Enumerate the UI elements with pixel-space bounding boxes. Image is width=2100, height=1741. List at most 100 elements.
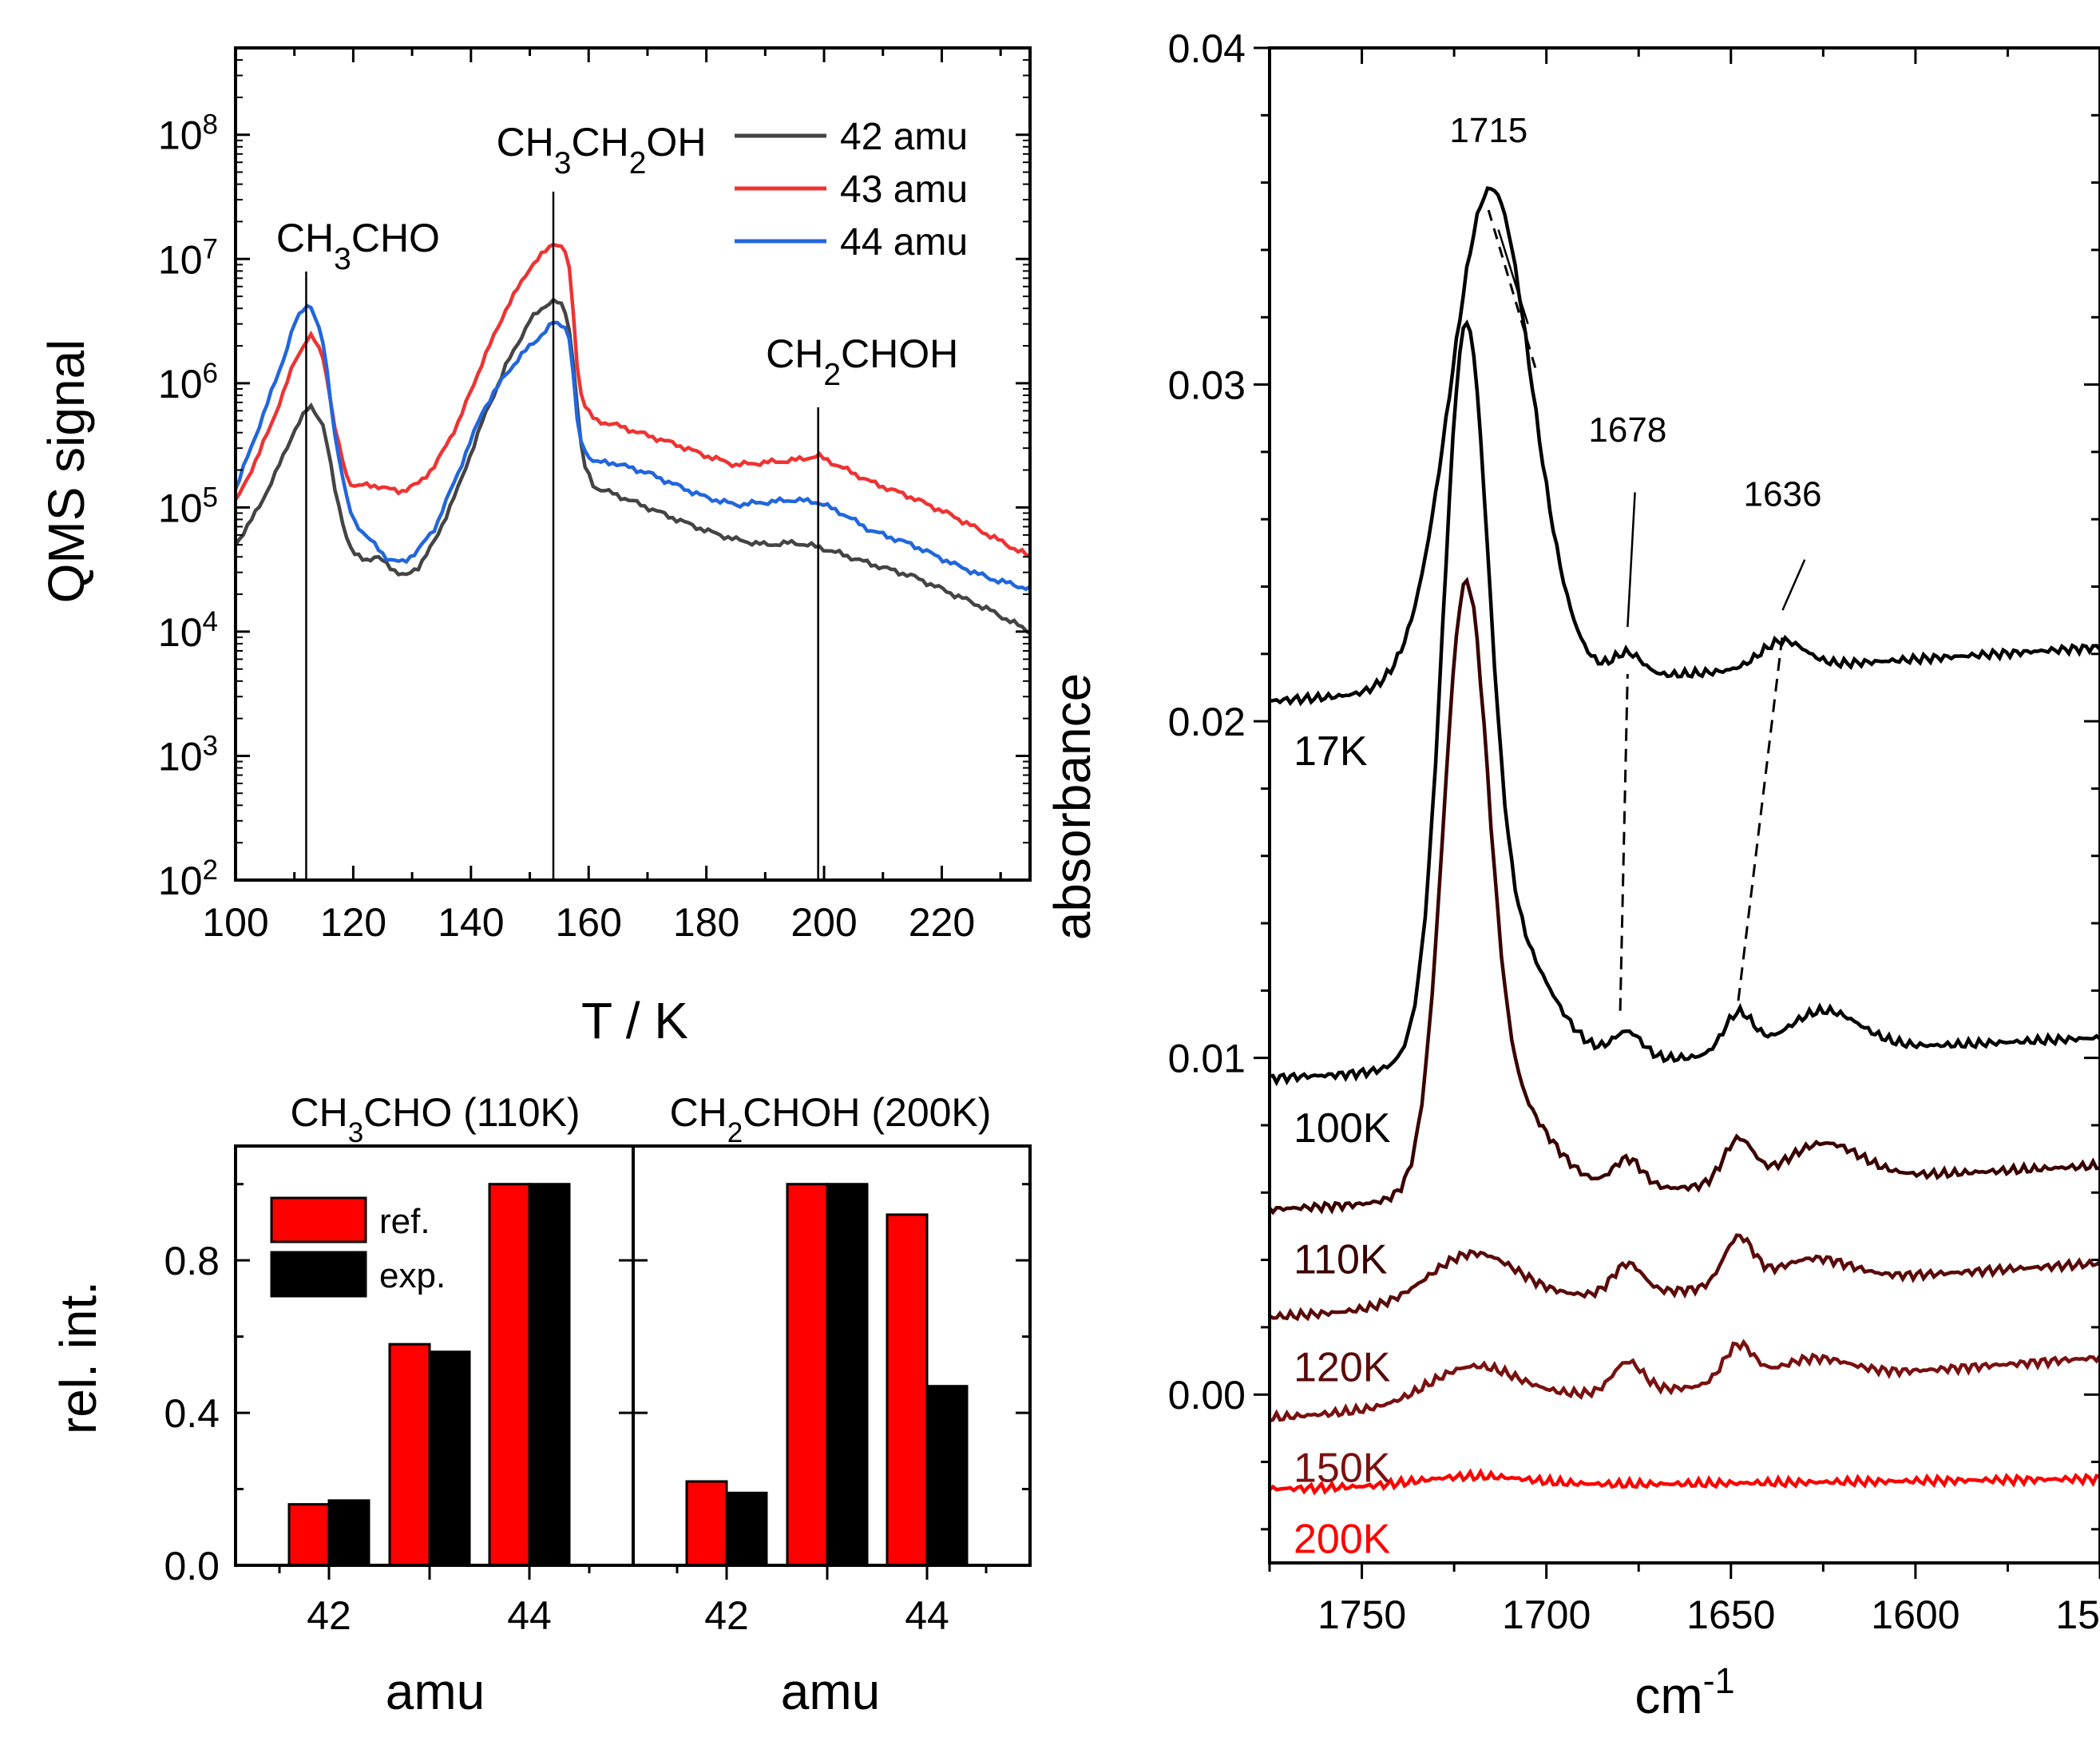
ir-peak-shift-guide xyxy=(1737,633,1784,1001)
bar-plot-frame-right xyxy=(632,1144,1032,1567)
ir-x-tick-label: 1700 xyxy=(1502,1592,1591,1637)
bar-panel: 42 44 42 44 0.0 0.4 0.8 CH3CHO (110K) CH2CHOH … xyxy=(50,1090,1032,1720)
tpd-plot-frame xyxy=(234,46,1032,882)
ir-line-150K xyxy=(1269,1338,2100,1423)
tpd-legend-label: 44 amu xyxy=(840,221,968,264)
bar-exp-43 xyxy=(428,1350,471,1567)
bar-axes: 42 44 42 44 0.0 0.4 0.8 xyxy=(164,1183,1030,1638)
ir-panel: 1715 1678 1636 1750 1700 1650 1600 1550 0.00 0.0… xyxy=(1044,26,2100,1724)
tpd-y-axis-label: QMS signal xyxy=(38,339,95,604)
bar-exp-42 xyxy=(725,1491,768,1567)
tpd-axes: 100 120 140 160 180 200 220 102 103 104 105 106 107 1… xyxy=(158,47,1030,945)
bar-x-tick-label: 44 xyxy=(905,1593,949,1638)
tpd-legend-label: 42 amu xyxy=(840,116,968,158)
bar-legend-label: ref. xyxy=(379,1202,430,1241)
bar-ref-44 xyxy=(488,1183,531,1567)
tpd-y-tick-label: 107 xyxy=(158,233,218,283)
tpd-y-tick-label: 104 xyxy=(158,605,218,655)
tpd-x-tick-label: 140 xyxy=(438,900,504,945)
bar-y-tick-label: 0.8 xyxy=(164,1239,220,1283)
bar-y-tick-label: 0.0 xyxy=(164,1544,220,1588)
bar-exp-44 xyxy=(528,1183,571,1567)
ir-x-tick-label: 1750 xyxy=(1317,1592,1406,1637)
ir-series-labels: 17K 100K 110K 120K 150K 200K xyxy=(1294,728,1391,1562)
tpd-y-tick-label: 102 xyxy=(158,855,218,904)
ir-line-200K xyxy=(1268,1467,2100,1496)
ir-y-tick-label: 0.00 xyxy=(1168,1373,1246,1418)
bar-y-tick-label: 0.4 xyxy=(164,1391,220,1436)
ir-series-label: 17K xyxy=(1294,728,1368,775)
tpd-y-tick-label: 105 xyxy=(158,482,218,531)
bar-exp-42 xyxy=(327,1499,370,1567)
ir-line-17K xyxy=(1269,186,2100,707)
bar-legend-swatch xyxy=(270,1251,367,1298)
ir-y-tick-label: 0.02 xyxy=(1168,700,1246,744)
ir-peak-leader xyxy=(1497,229,1529,325)
tpd-line-43-amu xyxy=(234,242,1031,558)
bar-ref-44 xyxy=(886,1213,929,1567)
ir-peak-shift-guide xyxy=(1486,205,1537,368)
bar-exp-43 xyxy=(826,1183,869,1567)
bar-y-axis-label: rel. int. xyxy=(50,1281,107,1434)
tpd-legend: 42 amu 43 amu 44 amu xyxy=(735,116,968,264)
bar-x-tick-label: 42 xyxy=(307,1593,351,1638)
ir-peak-label: 1715 xyxy=(1449,111,1527,150)
ir-series-label: 120K xyxy=(1294,1344,1391,1390)
bar-x-tick-label: 42 xyxy=(704,1593,749,1638)
tpd-panel: CH3CHO CH3CH2OH CH2CHOH 100 120 140 160 180 200… xyxy=(38,46,1032,1049)
tpd-annotations: CH3CHO CH3CH2OH CH2CHOH xyxy=(276,120,958,880)
bar-legend-label: exp. xyxy=(379,1256,446,1295)
ir-axes: 1750 1700 1650 1600 1550 0.00 0.01 0.02 0.03 0.04 xyxy=(1168,26,2100,1637)
bar-ref-43 xyxy=(388,1342,431,1567)
tpd-series xyxy=(233,242,1032,636)
ir-peak-leader xyxy=(1627,492,1636,628)
ir-y-axis-label: absorbance xyxy=(1044,673,1101,940)
tpd-x-tick-label: 100 xyxy=(202,900,268,945)
ir-peak-annotations: 1715 1678 1636 xyxy=(1449,111,1821,1011)
ir-line-110K xyxy=(1268,577,2100,1216)
ir-series xyxy=(1268,186,2100,1496)
ir-x-axis-label: cm-1 xyxy=(1634,1660,1734,1725)
ir-peak-leader xyxy=(1781,559,1806,611)
bar-x-axis-label-left: amu xyxy=(386,1663,485,1720)
tpd-y-tick-label: 108 xyxy=(158,109,218,158)
bar-legend: ref. exp. xyxy=(270,1196,446,1298)
ir-series-label: 100K xyxy=(1294,1105,1391,1152)
ir-series-label: 150K xyxy=(1294,1446,1391,1492)
ir-line-120K xyxy=(1268,1233,2100,1322)
tpd-x-tick-label: 220 xyxy=(909,900,975,945)
tpd-y-tick-label: 106 xyxy=(158,357,218,406)
tpd-line-42-amu xyxy=(234,297,1032,636)
bar-exp-44 xyxy=(925,1385,969,1567)
ir-peak-label: 1678 xyxy=(1588,410,1666,450)
ir-peak-shift-guide xyxy=(1619,674,1629,1011)
tpd-x-tick-label: 120 xyxy=(320,900,386,945)
ir-y-tick-label: 0.01 xyxy=(1168,1037,1246,1081)
tpd-annotation-label: CH3CHO xyxy=(276,216,440,276)
bar-ref-42 xyxy=(287,1503,331,1567)
bar-x-tick-label: 44 xyxy=(507,1593,552,1638)
tpd-x-tick-label: 160 xyxy=(556,900,622,945)
bar-title-left: CH3CHO (110K) xyxy=(290,1090,580,1148)
tpd-annotation-label: CH3CH2OH xyxy=(497,120,707,180)
bar-ref-43 xyxy=(786,1183,829,1567)
bar-legend-swatch xyxy=(270,1196,367,1243)
ir-x-tick-label: 1550 xyxy=(2055,1592,2100,1637)
ir-line-100K xyxy=(1269,319,2100,1087)
tpd-y-tick-label: 103 xyxy=(158,730,218,779)
bar-marks xyxy=(287,1183,969,1567)
ir-series-label: 200K xyxy=(1294,1516,1391,1562)
ir-peak-label: 1636 xyxy=(1744,474,1822,514)
tpd-line-44-amu xyxy=(233,303,1032,592)
ir-plot-frame xyxy=(1268,46,2100,1565)
ir-series-label: 110K xyxy=(1294,1236,1388,1283)
tpd-x-tick-label: 180 xyxy=(673,900,739,945)
bar-title-right: CH2CHOH (200K) xyxy=(670,1090,992,1148)
ir-x-tick-label: 1650 xyxy=(1686,1592,1775,1637)
ir-y-tick-label: 0.04 xyxy=(1168,26,1246,71)
tpd-x-axis-label: T / K xyxy=(581,992,688,1049)
bar-x-axis-label-right: amu xyxy=(781,1663,881,1720)
tpd-legend-label: 43 amu xyxy=(840,169,968,211)
tpd-annotation-label: CH2CHOH xyxy=(766,331,958,392)
